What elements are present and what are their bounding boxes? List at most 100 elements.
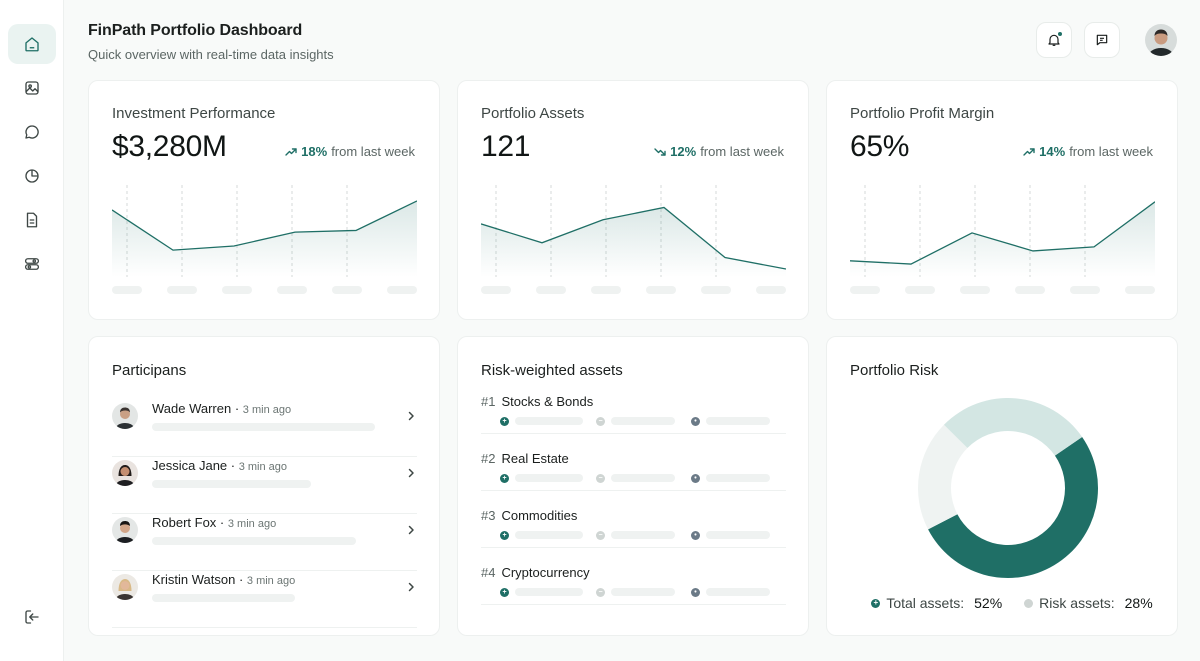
participant-name: Wade Warren · 3 min ago bbox=[152, 401, 292, 416]
risk-asset-row[interactable]: #2 Real Estate + − • bbox=[481, 451, 786, 491]
participant-avatar bbox=[112, 403, 138, 429]
legend-label: Total assets: bbox=[886, 595, 965, 611]
kpi-label: Investment Performance bbox=[112, 105, 276, 122]
placeholder-bar bbox=[611, 474, 675, 482]
risk-asset-row[interactable]: #4 Cryptocurrency + − • bbox=[481, 565, 786, 605]
participant-time: 3 min ago bbox=[227, 518, 277, 530]
message-icon bbox=[1096, 34, 1108, 46]
placeholder-bar bbox=[611, 588, 675, 596]
dot-icon bbox=[1024, 598, 1034, 608]
sparkline-line bbox=[850, 201, 1155, 265]
sparkline-line bbox=[481, 206, 786, 270]
nav-analytics-button[interactable] bbox=[8, 156, 56, 196]
minus-icon: − bbox=[596, 473, 605, 483]
plus-icon: + bbox=[500, 416, 509, 426]
placeholder-bar bbox=[706, 474, 770, 482]
donut-segment-remainder bbox=[918, 424, 968, 530]
participant-progress-bar bbox=[152, 480, 311, 488]
participant-row[interactable]: Wade Warren · 3 min ago bbox=[112, 400, 417, 457]
participant-avatar-image bbox=[112, 517, 138, 543]
minus-icon: − bbox=[596, 416, 605, 426]
plus-icon: + bbox=[500, 587, 509, 597]
placeholder-bar bbox=[515, 417, 583, 425]
participant-avatar-image bbox=[112, 460, 138, 486]
x-axis-placeholder-label bbox=[332, 286, 362, 294]
placeholder-bar bbox=[611, 417, 675, 425]
placeholder-bar bbox=[515, 474, 583, 482]
kpi-trend-text: from last week bbox=[331, 144, 415, 159]
x-axis-placeholder-label bbox=[536, 286, 566, 294]
kpi-card-portfolio-assets: Portfolio Assets 121 12% from last week bbox=[457, 80, 809, 320]
sparkline-chart bbox=[850, 185, 1155, 277]
trend-down-icon bbox=[654, 147, 666, 156]
participant-row[interactable]: Robert Fox · 3 min ago bbox=[112, 514, 417, 571]
messages-button[interactable] bbox=[1084, 22, 1120, 58]
risk-asset-row[interactable]: #1 Stocks & Bonds + − • bbox=[481, 394, 786, 434]
risk-asset-row[interactable]: #3 Commodities + − • bbox=[481, 508, 786, 548]
chevron-right-icon[interactable] bbox=[405, 410, 417, 422]
nav-settings-button[interactable] bbox=[8, 244, 56, 284]
sparkline-chart bbox=[112, 185, 417, 277]
kpi-trend-text: from last week bbox=[700, 144, 784, 159]
kpi-value: 121 bbox=[481, 130, 531, 163]
risk-weighted-title: Risk-weighted assets bbox=[481, 362, 623, 379]
dot-icon: • bbox=[691, 530, 700, 540]
risk-asset-heading: #2 Real Estate bbox=[481, 451, 569, 466]
risk-asset-heading: #1 Stocks & Bonds bbox=[481, 394, 593, 409]
legend-item-total-assets: + Total assets: 52% bbox=[871, 595, 1002, 611]
chevron-right-icon[interactable] bbox=[405, 524, 417, 536]
participant-name: Robert Fox · 3 min ago bbox=[152, 515, 277, 530]
risk-asset-label: Cryptocurrency bbox=[501, 565, 590, 580]
kpi-trend-percent: 18% bbox=[301, 144, 328, 159]
user-avatar[interactable] bbox=[1145, 24, 1177, 56]
logout-button[interactable] bbox=[8, 597, 56, 637]
plus-icon: + bbox=[871, 598, 881, 608]
kpi-trend-text: from last week bbox=[1069, 144, 1153, 159]
legend-value: 28% bbox=[1124, 595, 1153, 611]
legend-item-risk-assets: Risk assets: 28% bbox=[1024, 595, 1153, 611]
x-axis-placeholder-label bbox=[960, 286, 990, 294]
participant-row[interactable]: Jessica Jane · 3 min ago bbox=[112, 457, 417, 514]
risk-asset-rank: #3 bbox=[481, 508, 496, 523]
participants-title: Participans bbox=[112, 362, 187, 379]
risk-asset-rank: #2 bbox=[481, 451, 496, 466]
participant-progress-bar bbox=[152, 423, 375, 431]
x-axis-placeholder-label bbox=[1125, 286, 1155, 294]
participant-row[interactable]: Kristin Watson · 3 min ago bbox=[112, 571, 417, 628]
portfolio-risk-title: Portfolio Risk bbox=[850, 362, 939, 379]
participant-time: 3 min ago bbox=[246, 575, 296, 587]
risk-asset-label: Real Estate bbox=[501, 451, 569, 466]
kpi-trend: 18% from last week bbox=[285, 144, 415, 159]
nav-chat-button[interactable] bbox=[8, 112, 56, 152]
kpi-card-portfolio-profit-margin: Portfolio Profit Margin 65% 14% from las… bbox=[826, 80, 1178, 320]
image-icon bbox=[25, 81, 39, 95]
participant-avatar bbox=[112, 517, 138, 543]
placeholder-bar bbox=[706, 417, 770, 425]
x-axis-labels bbox=[850, 286, 1155, 294]
kpi-trend-percent: 12% bbox=[670, 144, 697, 159]
kpi-trend-percent: 14% bbox=[1039, 144, 1066, 159]
trend-up-icon bbox=[285, 147, 297, 156]
dot-icon: • bbox=[691, 473, 700, 483]
minus-icon: − bbox=[596, 530, 605, 540]
sparkline-area bbox=[481, 207, 786, 277]
notifications-button[interactable] bbox=[1036, 22, 1072, 58]
nav-documents-button[interactable] bbox=[8, 200, 56, 240]
sidebar bbox=[0, 0, 64, 661]
sparkline-chart bbox=[481, 185, 786, 277]
donut-segment-total-assets bbox=[928, 436, 1098, 578]
document-icon bbox=[26, 212, 38, 228]
participant-avatar bbox=[112, 460, 138, 486]
portfolio-risk-card: Portfolio Risk + Total assets: 52% Risk … bbox=[826, 336, 1178, 636]
nav-home-button[interactable] bbox=[8, 24, 56, 64]
nav-gallery-button[interactable] bbox=[8, 68, 56, 108]
page-subtitle: Quick overview with real-time data insig… bbox=[88, 47, 334, 62]
participants-card: Participans Wade Warren · 3 min ago Jess… bbox=[88, 336, 440, 636]
x-axis-placeholder-label bbox=[1070, 286, 1100, 294]
x-axis-placeholder-label bbox=[756, 286, 786, 294]
x-axis-placeholder-label bbox=[850, 286, 880, 294]
chevron-right-icon[interactable] bbox=[405, 467, 417, 479]
x-axis-placeholder-label bbox=[277, 286, 307, 294]
kpi-card-investment-performance: Investment Performance $3,280M 18% from … bbox=[88, 80, 440, 320]
chevron-right-icon[interactable] bbox=[405, 581, 417, 593]
